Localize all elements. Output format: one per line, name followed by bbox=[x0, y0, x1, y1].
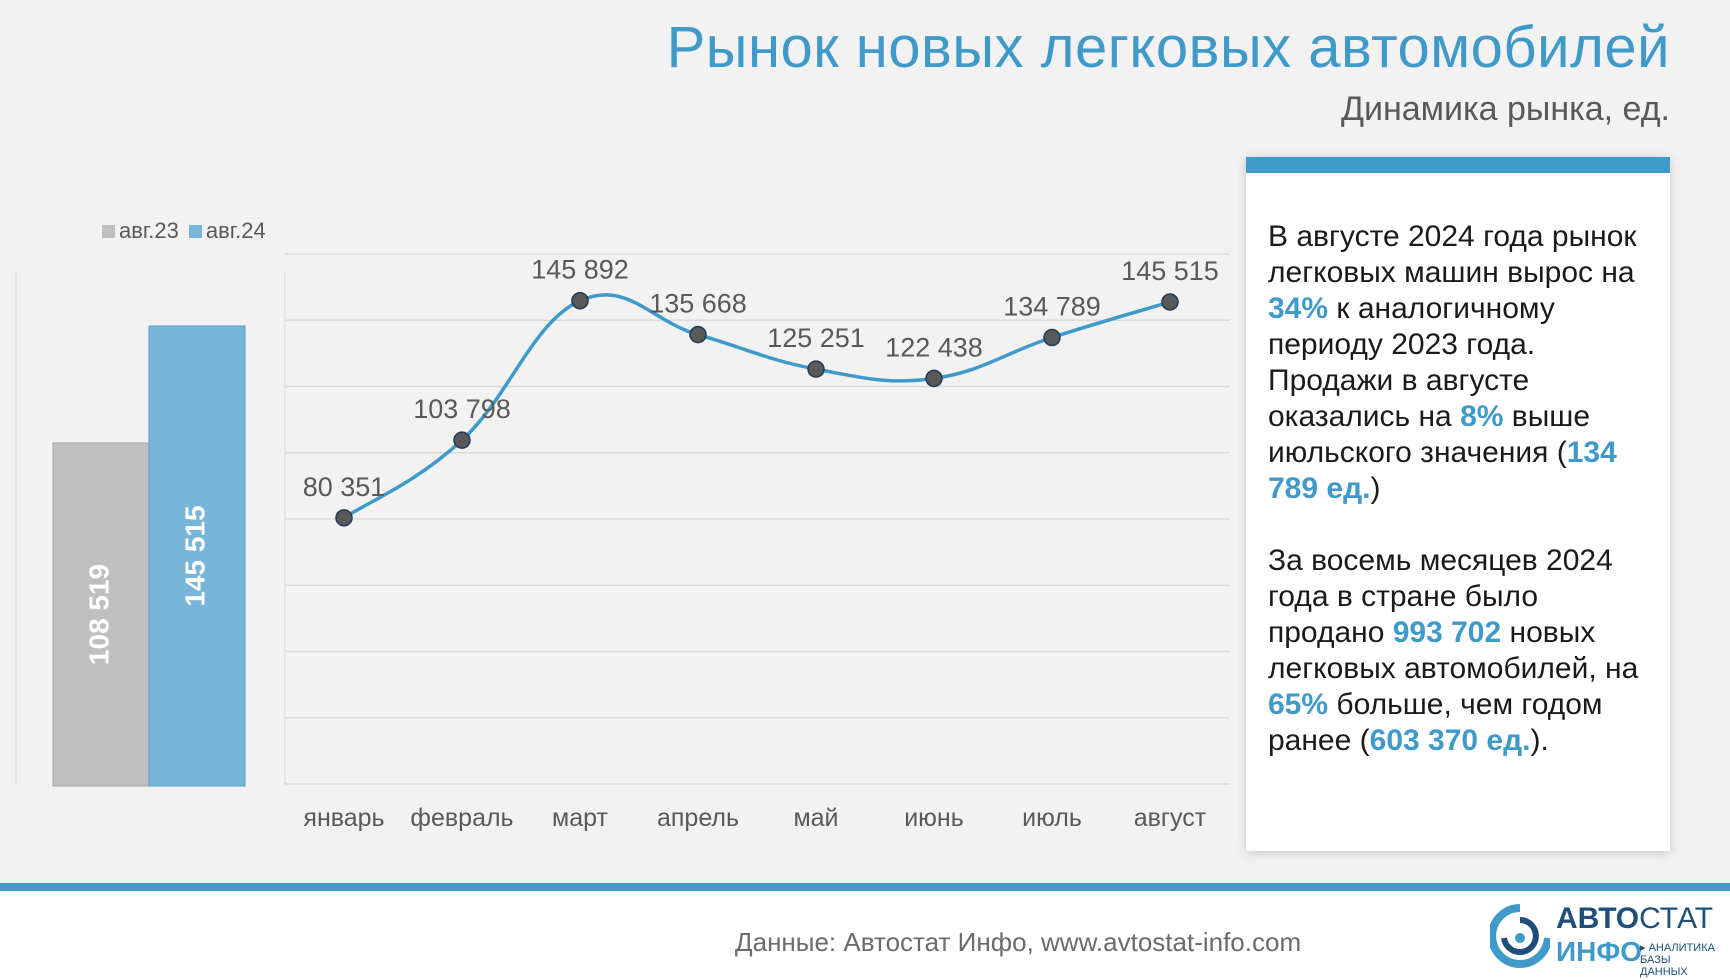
info-box: В августе 2024 года рынок легковых машин… bbox=[1246, 157, 1670, 851]
data-point bbox=[807, 360, 825, 378]
data-point bbox=[335, 509, 353, 527]
x-tick-label: апрель bbox=[657, 804, 739, 832]
info-text-run: новых легковых автомобилей, на bbox=[1268, 616, 1639, 685]
bar-chart: 108 519 145 515 bbox=[15, 272, 246, 787]
data-point bbox=[571, 291, 589, 310]
x-tick-label: март bbox=[552, 804, 608, 832]
info-text-run: выше июльского значения ( bbox=[1268, 400, 1591, 469]
info-text-run: В августе 2024 года рынок легковых машин… bbox=[1268, 220, 1637, 289]
avtostat-logo: АВТОСТАТ ИНФО ▸ АНАЛИТИКА БАЗЫ ДАННЫХ bbox=[1490, 902, 1720, 978]
data-label: 103 798 bbox=[413, 394, 511, 424]
data-label: 145 515 bbox=[1121, 256, 1219, 286]
data-label: 135 668 bbox=[649, 289, 747, 319]
info-text-run: За восемь месяцев 2024 года в стране был… bbox=[1268, 544, 1613, 649]
info-text-run: ). bbox=[1530, 724, 1549, 757]
data-point bbox=[689, 325, 707, 344]
logo-word-avto: АВТО bbox=[1556, 902, 1640, 935]
info-paragraph-2: За восемь месяцев 2024 года в стране был… bbox=[1268, 543, 1660, 759]
logo-word-avtostat: АВТОСТАТ bbox=[1556, 902, 1713, 936]
info-text-run: больше, чем годом ранее ( bbox=[1268, 688, 1603, 757]
page-title: Рынок новых легковых автомобилей bbox=[666, 15, 1670, 80]
info-highlight: 34% bbox=[1268, 292, 1329, 325]
logo-swirl-icon bbox=[1490, 904, 1550, 968]
data-label: 80 351 bbox=[303, 472, 386, 502]
info-highlight: 134 789 ед. bbox=[1268, 436, 1617, 505]
info-highlight: 8% bbox=[1460, 400, 1504, 433]
info-highlight: 603 370 ед. bbox=[1369, 724, 1531, 757]
data-point bbox=[1043, 328, 1061, 347]
legend-swatch-aug24 bbox=[188, 224, 202, 238]
x-tick-label: январь bbox=[303, 804, 384, 832]
bar-legend: авг.23 авг.24 bbox=[102, 218, 266, 244]
legend-label-aug24: авг.24 bbox=[205, 218, 266, 243]
x-tick-label: июль bbox=[1022, 804, 1082, 832]
logo-tagline: ▸ АНАЛИТИКА БАЗЫ ДАННЫХ bbox=[1640, 942, 1715, 978]
info-box-accent-bar bbox=[1246, 157, 1670, 173]
data-source: Данные: Автостат Инфо, www.avtostat-info… bbox=[735, 927, 1302, 957]
data-label: 122 438 bbox=[885, 332, 983, 362]
info-highlight: 993 702 bbox=[1392, 616, 1502, 649]
info-box-text: В августе 2024 года рынок легковых машин… bbox=[1268, 219, 1660, 795]
bottom-accent-bar bbox=[0, 883, 1730, 891]
info-text-run: к аналогичному периоду 2023 года. Продаж… bbox=[1268, 292, 1555, 433]
legend-swatch-aug23 bbox=[102, 224, 115, 238]
x-tick-label: май bbox=[793, 804, 838, 832]
legend-item-aug23: авг.23 bbox=[102, 218, 179, 244]
bar-aug23 bbox=[52, 442, 150, 787]
data-point bbox=[925, 369, 943, 388]
legend-item-aug24: авг.24 bbox=[188, 218, 266, 244]
data-point bbox=[1161, 293, 1179, 311]
x-tick-label: август bbox=[1134, 804, 1207, 832]
legend-label-aug23: авг.23 bbox=[119, 218, 179, 243]
bar-value-label: 145 515 bbox=[179, 505, 210, 606]
bar-value-label: 108 519 bbox=[83, 564, 114, 665]
info-highlight: 65% bbox=[1268, 688, 1329, 721]
logo-word-info: ИНФО bbox=[1556, 936, 1643, 967]
logo-word-stat: СТАТ bbox=[1639, 902, 1714, 935]
page-subtitle: Динамика рынка, ед. bbox=[1340, 90, 1670, 128]
series-line bbox=[343, 293, 1171, 520]
data-point bbox=[453, 431, 471, 449]
line-chart: 80 351 январь 103 798 февраль 145 892 март 135… bbox=[284, 253, 1230, 832]
x-tick-label: февраль bbox=[410, 804, 513, 832]
bar-aug24 bbox=[148, 325, 246, 787]
info-text-run: ) bbox=[1370, 472, 1381, 505]
charts-svg: 108 519 145 515 80 351 январь 103 798 феврал… bbox=[15, 253, 1230, 832]
x-tick-label: июнь bbox=[904, 804, 964, 832]
footer bbox=[0, 891, 1730, 980]
data-label: 145 892 bbox=[531, 255, 629, 285]
data-label: 125 251 bbox=[767, 323, 865, 353]
info-paragraph-1: В августе 2024 года рынок легковых машин… bbox=[1268, 219, 1660, 507]
data-label: 134 789 bbox=[1003, 292, 1101, 322]
